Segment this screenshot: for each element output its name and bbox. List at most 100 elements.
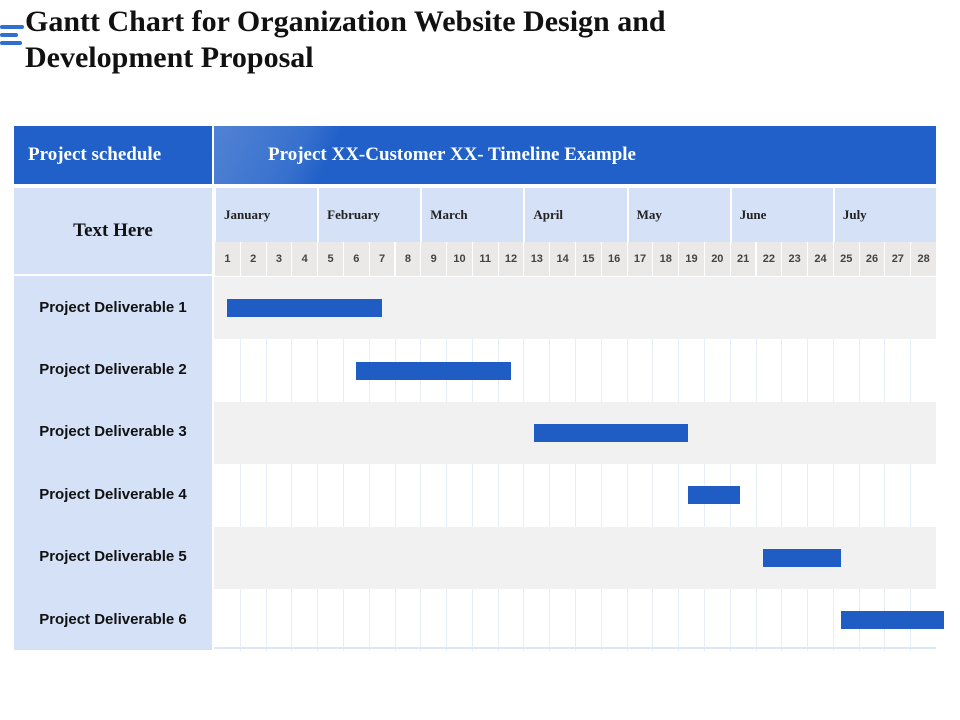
week-9: 9 (420, 242, 447, 276)
grid-line (497, 464, 499, 527)
timeline-title: Project XX-Customer XX- Timeline Example (268, 144, 636, 165)
grid-line (600, 589, 602, 652)
task-label-4: Project Deliverable 4 (14, 463, 212, 528)
grid-line (265, 589, 267, 652)
month-june: June (729, 188, 833, 242)
week-10: 10 (446, 242, 472, 276)
task-label-6: Project Deliverable 6 (14, 588, 212, 653)
grid-line (807, 464, 809, 527)
grid-line (832, 464, 834, 527)
grid-line (858, 464, 860, 527)
title-accent-bar-3 (0, 41, 22, 45)
grid-line (394, 464, 396, 527)
chart-bottom-border (214, 647, 936, 649)
week-2: 2 (239, 242, 266, 276)
title-accent-bar-1 (0, 25, 24, 29)
grid-line (523, 464, 525, 527)
grid-line (626, 339, 628, 402)
grid-line (652, 339, 654, 402)
week-16: 16 (600, 242, 627, 276)
grid-line (394, 589, 396, 652)
grid-line (291, 464, 293, 527)
grid-line (575, 339, 576, 402)
grid-line (781, 339, 783, 402)
grid-line (446, 464, 448, 527)
text-here-cell: Text Here (14, 188, 212, 274)
timeline-header: Project XX-Customer XX- Timeline Example (214, 126, 936, 184)
task-bar-3 (533, 424, 689, 442)
grid-line (291, 339, 293, 402)
grid-line (342, 589, 344, 652)
grid-line (755, 339, 757, 402)
month-july: July (832, 188, 936, 242)
week-4: 4 (291, 242, 318, 276)
grid-line (368, 589, 370, 652)
grid-line (703, 589, 705, 652)
grid-line (420, 589, 422, 652)
grid-line (832, 339, 834, 402)
week-20: 20 (703, 242, 730, 276)
week-21: 21 (729, 242, 756, 276)
grid-line (884, 339, 886, 402)
grid-line (781, 464, 783, 527)
grid-line (342, 339, 344, 402)
grid-line (497, 589, 499, 652)
task-label-5: Project Deliverable 5 (14, 525, 212, 590)
grid-line (317, 589, 319, 652)
grid-line (446, 589, 448, 652)
grid-line (523, 339, 525, 402)
month-january: January (214, 188, 318, 242)
grid-line (910, 464, 912, 527)
week-18: 18 (652, 242, 679, 276)
grid-line (626, 589, 628, 652)
grid-line (291, 589, 293, 652)
task-bar-2 (355, 361, 511, 380)
week-1: 1 (214, 242, 240, 276)
grid-line (703, 339, 705, 402)
week-22: 22 (755, 242, 782, 276)
week-3: 3 (265, 242, 292, 276)
task-bar-4 (688, 486, 741, 505)
week-26: 26 (858, 242, 885, 276)
task-label-2: Project Deliverable 2 (14, 338, 212, 403)
grid-line (678, 339, 680, 402)
grid-line (600, 464, 602, 527)
week-5: 5 (317, 242, 343, 276)
grid-line (420, 464, 422, 527)
grid-line (265, 339, 267, 402)
grid-line (342, 464, 344, 527)
grid-line (317, 339, 319, 402)
grid-line (317, 464, 319, 527)
grid-line (523, 589, 525, 652)
grid-line (807, 339, 809, 402)
task-bar-6 (840, 611, 944, 630)
week-15: 15 (575, 242, 601, 276)
grid-line (729, 339, 731, 402)
grid-line (626, 464, 628, 527)
grid-line (549, 589, 551, 652)
task-bar-5 (763, 548, 841, 567)
week-11: 11 (471, 242, 498, 276)
grid-line (239, 464, 241, 527)
week-19: 19 (678, 242, 704, 276)
grid-line (652, 464, 654, 527)
grid-line (575, 589, 576, 652)
grid-line (755, 464, 757, 527)
month-march: March (420, 188, 524, 242)
week-28: 28 (910, 242, 936, 276)
grid-line (910, 339, 912, 402)
grid-line (678, 464, 680, 527)
week-17: 17 (626, 242, 653, 276)
grid-line (807, 589, 809, 652)
grid-line (832, 589, 834, 652)
task-label-3: Project Deliverable 3 (14, 400, 212, 466)
month-april: April (523, 188, 627, 242)
week-27: 27 (884, 242, 911, 276)
grid-line (755, 589, 757, 652)
grid-line (575, 464, 576, 527)
week-25: 25 (832, 242, 859, 276)
grid-line (600, 339, 602, 402)
week-14: 14 (549, 242, 575, 276)
project-schedule-header: Project schedule (14, 126, 212, 184)
grid-line (239, 589, 241, 652)
